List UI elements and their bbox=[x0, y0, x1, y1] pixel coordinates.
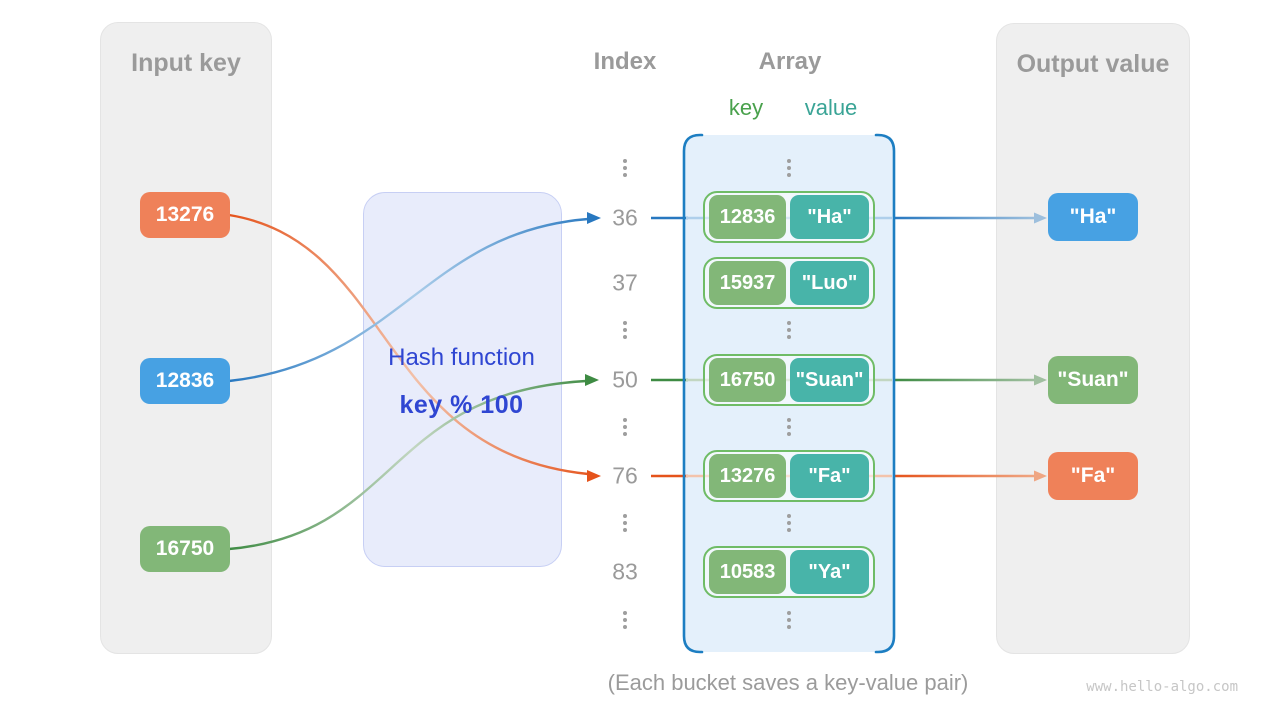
watermark: www.hello-algo.com bbox=[1086, 679, 1238, 695]
bucket-pair-row: 16750 "Suan" bbox=[703, 354, 875, 406]
arrowhead-output-ha bbox=[1034, 212, 1047, 224]
curve-13276-to-76 bbox=[228, 213, 589, 476]
ellipsis-dot bbox=[787, 166, 791, 170]
bucket-key: 12836 bbox=[709, 195, 787, 239]
bucket-value: "Suan" bbox=[790, 358, 869, 402]
bucket-pair-row: 12836 "Ha" bbox=[703, 191, 875, 243]
arrowhead-index-50 bbox=[585, 374, 599, 386]
index-ellipsis bbox=[623, 418, 627, 436]
ellipsis-dot bbox=[623, 173, 627, 177]
array-bracket-left bbox=[682, 133, 704, 654]
ellipsis-dot bbox=[623, 166, 627, 170]
ellipsis-dot bbox=[787, 159, 791, 163]
bucket-pair-row: 13276 "Fa" bbox=[703, 450, 875, 502]
ellipsis-dot bbox=[787, 618, 791, 622]
ellipsis-dot bbox=[623, 425, 627, 429]
output-value-box: "Suan" bbox=[1048, 356, 1138, 404]
ellipsis-dot bbox=[787, 418, 791, 422]
arrowhead-index-36 bbox=[587, 212, 601, 224]
ellipsis-dot bbox=[623, 418, 627, 422]
bucket-pair-row: 10583 "Ya" bbox=[703, 546, 875, 598]
output-value-box: "Fa" bbox=[1048, 452, 1138, 500]
input-key-box: 13276 bbox=[140, 192, 230, 238]
index-number-36: 36 bbox=[612, 204, 638, 231]
curve-16750-to-50 bbox=[228, 379, 587, 551]
bucket-key: 16750 bbox=[709, 358, 787, 402]
bucket-value: "Luo" bbox=[790, 261, 869, 305]
ellipsis-dot bbox=[787, 514, 791, 518]
output-value-box: "Ha" bbox=[1048, 193, 1138, 241]
ellipsis-dot bbox=[787, 425, 791, 429]
caption: (Each bucket saves a key-value pair) bbox=[607, 670, 969, 695]
array-bracket-right bbox=[874, 133, 896, 654]
ellipsis-dot bbox=[787, 173, 791, 177]
key-header: key bbox=[728, 95, 764, 120]
hash-function-box bbox=[363, 192, 562, 567]
ellipsis-dot bbox=[623, 618, 627, 622]
ellipsis-dot bbox=[623, 335, 627, 339]
ellipsis-dot bbox=[623, 625, 627, 629]
ellipsis-dot bbox=[787, 432, 791, 436]
bucket-key: 10583 bbox=[709, 550, 787, 594]
index-number-50: 50 bbox=[612, 366, 638, 393]
ellipsis-dot bbox=[623, 321, 627, 325]
index-number-37: 37 bbox=[612, 269, 638, 296]
input-key-box: 16750 bbox=[140, 526, 230, 572]
ellipsis-dot bbox=[623, 521, 627, 525]
ellipsis-dot bbox=[623, 432, 627, 436]
ellipsis-dot bbox=[787, 528, 791, 532]
ellipsis-dot bbox=[623, 514, 627, 518]
bucket-value: "Ha" bbox=[790, 195, 869, 239]
ellipsis-dot bbox=[787, 611, 791, 615]
index-column-title: Index bbox=[593, 48, 657, 75]
array-ellipsis bbox=[787, 321, 791, 339]
hash-function-formula: key % 100 bbox=[399, 391, 524, 419]
arrowhead-output-fa bbox=[1034, 470, 1047, 482]
output-value-panel: Output value bbox=[996, 23, 1190, 654]
ellipsis-dot bbox=[787, 328, 791, 332]
arrowhead-index-76 bbox=[587, 470, 601, 482]
ellipsis-dot bbox=[787, 335, 791, 339]
value-header: value bbox=[804, 95, 858, 120]
index-ellipsis bbox=[623, 321, 627, 339]
output-panel-title: Output value bbox=[1016, 50, 1170, 78]
ellipsis-dot bbox=[787, 625, 791, 629]
index-ellipsis bbox=[623, 514, 627, 532]
arrowhead-output-suan bbox=[1034, 374, 1047, 386]
input-panel-title: Input key bbox=[131, 49, 241, 77]
array-ellipsis bbox=[787, 159, 791, 177]
bucket-key: 13276 bbox=[709, 454, 787, 498]
bucket-key: 15937 bbox=[709, 261, 787, 305]
index-ellipsis bbox=[623, 611, 627, 629]
input-key-box: 12836 bbox=[140, 358, 230, 404]
index-ellipsis bbox=[623, 159, 627, 177]
ellipsis-dot bbox=[787, 321, 791, 325]
index-number-83: 83 bbox=[612, 558, 638, 585]
array-ellipsis bbox=[787, 514, 791, 532]
ellipsis-dot bbox=[623, 159, 627, 163]
ellipsis-dot bbox=[623, 611, 627, 615]
bucket-value: "Fa" bbox=[790, 454, 869, 498]
array-ellipsis bbox=[787, 611, 791, 629]
ellipsis-dot bbox=[623, 328, 627, 332]
bucket-value: "Ya" bbox=[790, 550, 869, 594]
array-ellipsis bbox=[787, 418, 791, 436]
ellipsis-dot bbox=[623, 528, 627, 532]
hash-function-label: Hash function bbox=[388, 344, 535, 371]
array-column-title: Array bbox=[758, 48, 822, 75]
bucket-pair-row: 15937 "Luo" bbox=[703, 257, 875, 309]
ellipsis-dot bbox=[787, 521, 791, 525]
curve-12836-to-36 bbox=[228, 217, 589, 383]
index-number-76: 76 bbox=[612, 462, 638, 489]
